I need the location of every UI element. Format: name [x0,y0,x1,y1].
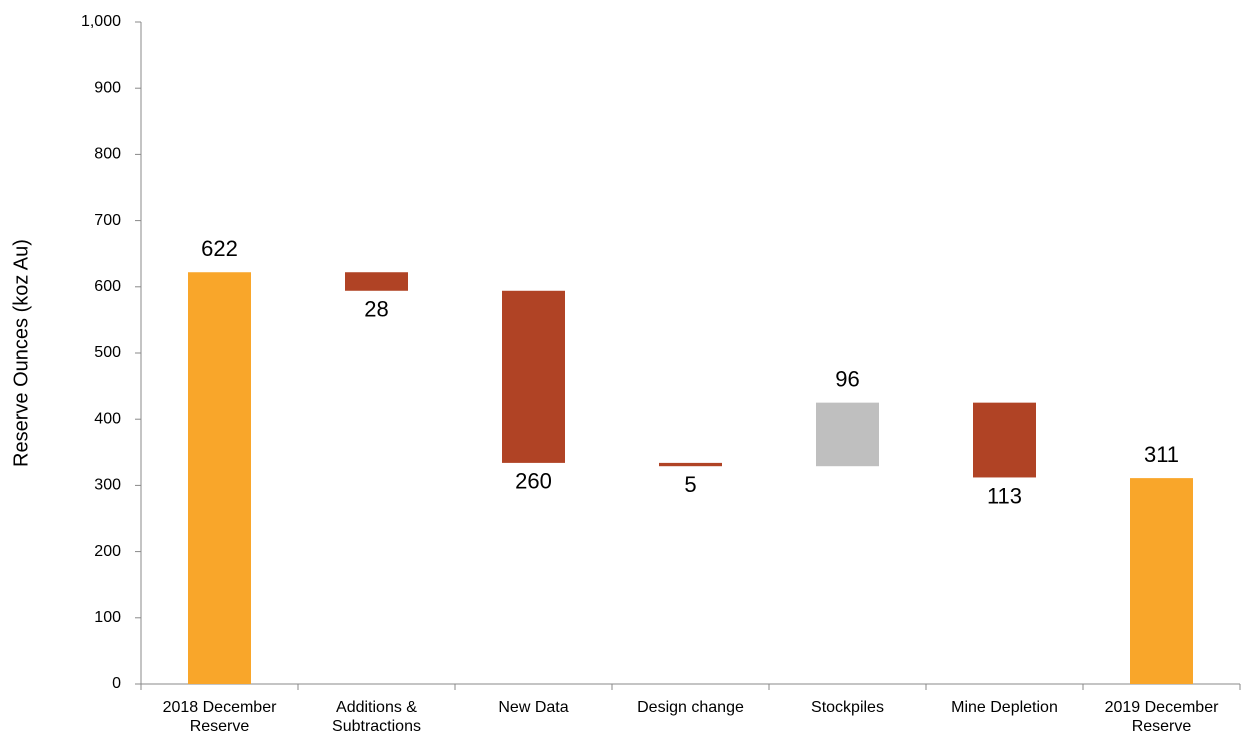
value-label: 113 [987,483,1022,508]
bar [188,272,251,684]
bar [659,462,722,467]
y-tick-label: 700 [94,212,121,229]
value-label: 28 [364,297,388,322]
x-tick-label: Design change [637,699,744,716]
y-tick-label: 100 [94,609,121,626]
x-tick-label: 2018 December Reserve [162,699,277,735]
bar [973,402,1036,478]
y-tick-label: 500 [94,344,121,361]
y-tick-label: 300 [94,477,121,494]
bar [816,402,879,467]
bar [1130,478,1193,684]
y-tick-label: 0 [112,675,121,692]
y-tick-label: 200 [94,543,121,560]
x-tick-label: Mine Depletion [951,699,1058,716]
value-label: 5 [684,472,696,497]
bar [345,272,408,291]
x-tick-label: New Data [498,699,569,716]
y-tick-label: 600 [94,278,121,295]
x-tick-label: 2019 December Reserve [1104,699,1219,735]
value-label: 260 [515,469,552,494]
y-tick-label: 800 [94,146,121,163]
value-label: 311 [1144,442,1179,467]
y-axis-title: Reserve Ounces (koz Au) [10,239,32,467]
value-label: 622 [201,236,238,261]
x-tick-label: Stockpiles [811,699,884,716]
bar [502,290,565,463]
value-label: 96 [835,366,859,391]
y-tick-label: 900 [94,79,121,96]
x-tick-label: Additions & Subtractions [332,699,421,735]
y-tick-label: 400 [94,410,121,427]
y-tick-label: 1,000 [81,13,121,30]
